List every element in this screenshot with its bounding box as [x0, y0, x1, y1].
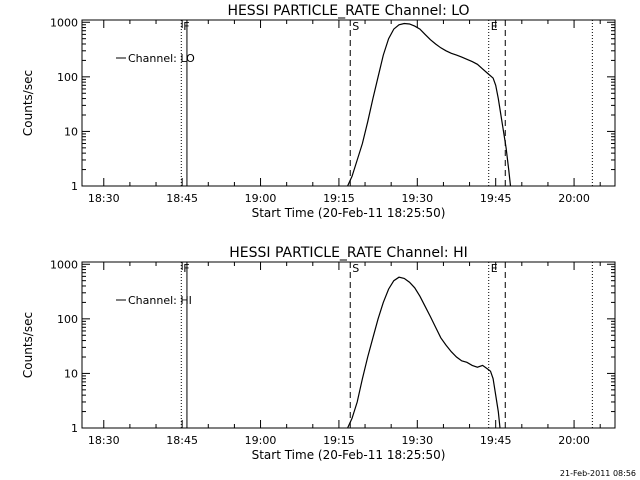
y-tick-label: 1: [71, 422, 78, 435]
x-tick-label: 18:45: [166, 192, 198, 205]
x-tick-label: 19:45: [480, 192, 512, 205]
y-axis-label: Counts/sec: [21, 312, 35, 378]
y-tick-label: 1: [71, 180, 78, 193]
x-tick-label: 20:00: [558, 192, 590, 205]
x-tick-label: 18:45: [166, 434, 198, 447]
event-marker-label: E: [491, 20, 498, 33]
series-line: [347, 276, 501, 429]
x-tick-label: 20:00: [558, 434, 590, 447]
event-marker-label: E: [491, 262, 498, 275]
x-tick-label: 19:30: [401, 434, 433, 447]
chart-title: HESSI PARTICLE_RATE Channel: LO: [227, 3, 469, 19]
series-line: [347, 22, 512, 187]
x-tick-label: 19:15: [323, 192, 355, 205]
footer-timestamp: 21-Feb-2011 08:56: [560, 469, 636, 478]
plot-frame: [81, 261, 616, 429]
x-tick-label: 19:15: [323, 434, 355, 447]
legend-label: Channel: HI: [128, 294, 192, 307]
x-tick-label: 18:30: [88, 192, 120, 205]
y-tick-label: 1000: [50, 258, 78, 271]
legend-label: Channel: LO: [128, 52, 195, 65]
x-tick-label: 19:00: [245, 192, 277, 205]
x-axis-label: Start Time (20-Feb-11 18:25:50): [252, 448, 446, 462]
y-tick-label: 1000: [50, 16, 78, 29]
x-tick-label: 19:30: [401, 192, 433, 205]
x-tick-label: 19:45: [480, 434, 512, 447]
y-axis-label: Counts/sec: [21, 70, 35, 136]
y-tick-label: 100: [57, 71, 78, 84]
y-tick-label: 10: [64, 125, 78, 138]
x-tick-label: 18:30: [88, 434, 120, 447]
plot-frame: [81, 19, 616, 187]
chart-panel: HESSI PARTICLE_RATE Channel: LO 1 10 100 100…: [21, 3, 616, 220]
event-marker-label: S: [352, 262, 359, 275]
event-marker-label: S: [352, 20, 359, 33]
y-tick-label: 100: [57, 313, 78, 326]
chart-panel: HESSI PARTICLE_RATE Channel: HI 1 10 100 100…: [21, 245, 616, 462]
x-axis-label: Start Time (20-Feb-11 18:25:50): [252, 206, 446, 220]
y-tick-label: 10: [64, 367, 78, 380]
chart-title: HESSI PARTICLE_RATE Channel: HI: [229, 245, 467, 261]
x-tick-label: 19:00: [245, 434, 277, 447]
